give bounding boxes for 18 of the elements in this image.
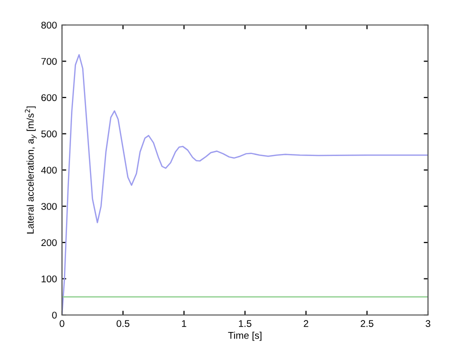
x-tick-label: 0.5	[116, 320, 130, 327]
x-tick-label: 1.5	[238, 320, 252, 327]
y-tick-label: 300	[41, 202, 57, 210]
y-tick-label: 100	[42, 275, 57, 282]
y-tick-label: 200	[41, 239, 57, 246]
y-tick-label: 0	[52, 312, 57, 319]
x-tick-label: 1	[182, 320, 186, 327]
y-tick-label: 600	[41, 94, 57, 102]
y-tick-label: 400	[41, 166, 57, 174]
y-tick-label: 500	[41, 130, 57, 138]
x-tick-label: 2	[304, 320, 308, 327]
x-tick-label: 3	[426, 320, 430, 327]
x-tick-label: 2.5	[360, 320, 374, 327]
x-tick-label: 0	[60, 320, 64, 327]
y-axis-title: Lateral acceleration, a$_{y}$ [m/s$^{2}$]	[24, 106, 37, 234]
y-tick-label: 700	[41, 58, 57, 65]
x-axis-title: Time [s]	[228, 332, 262, 341]
y-tick-label: 800	[41, 22, 57, 29]
